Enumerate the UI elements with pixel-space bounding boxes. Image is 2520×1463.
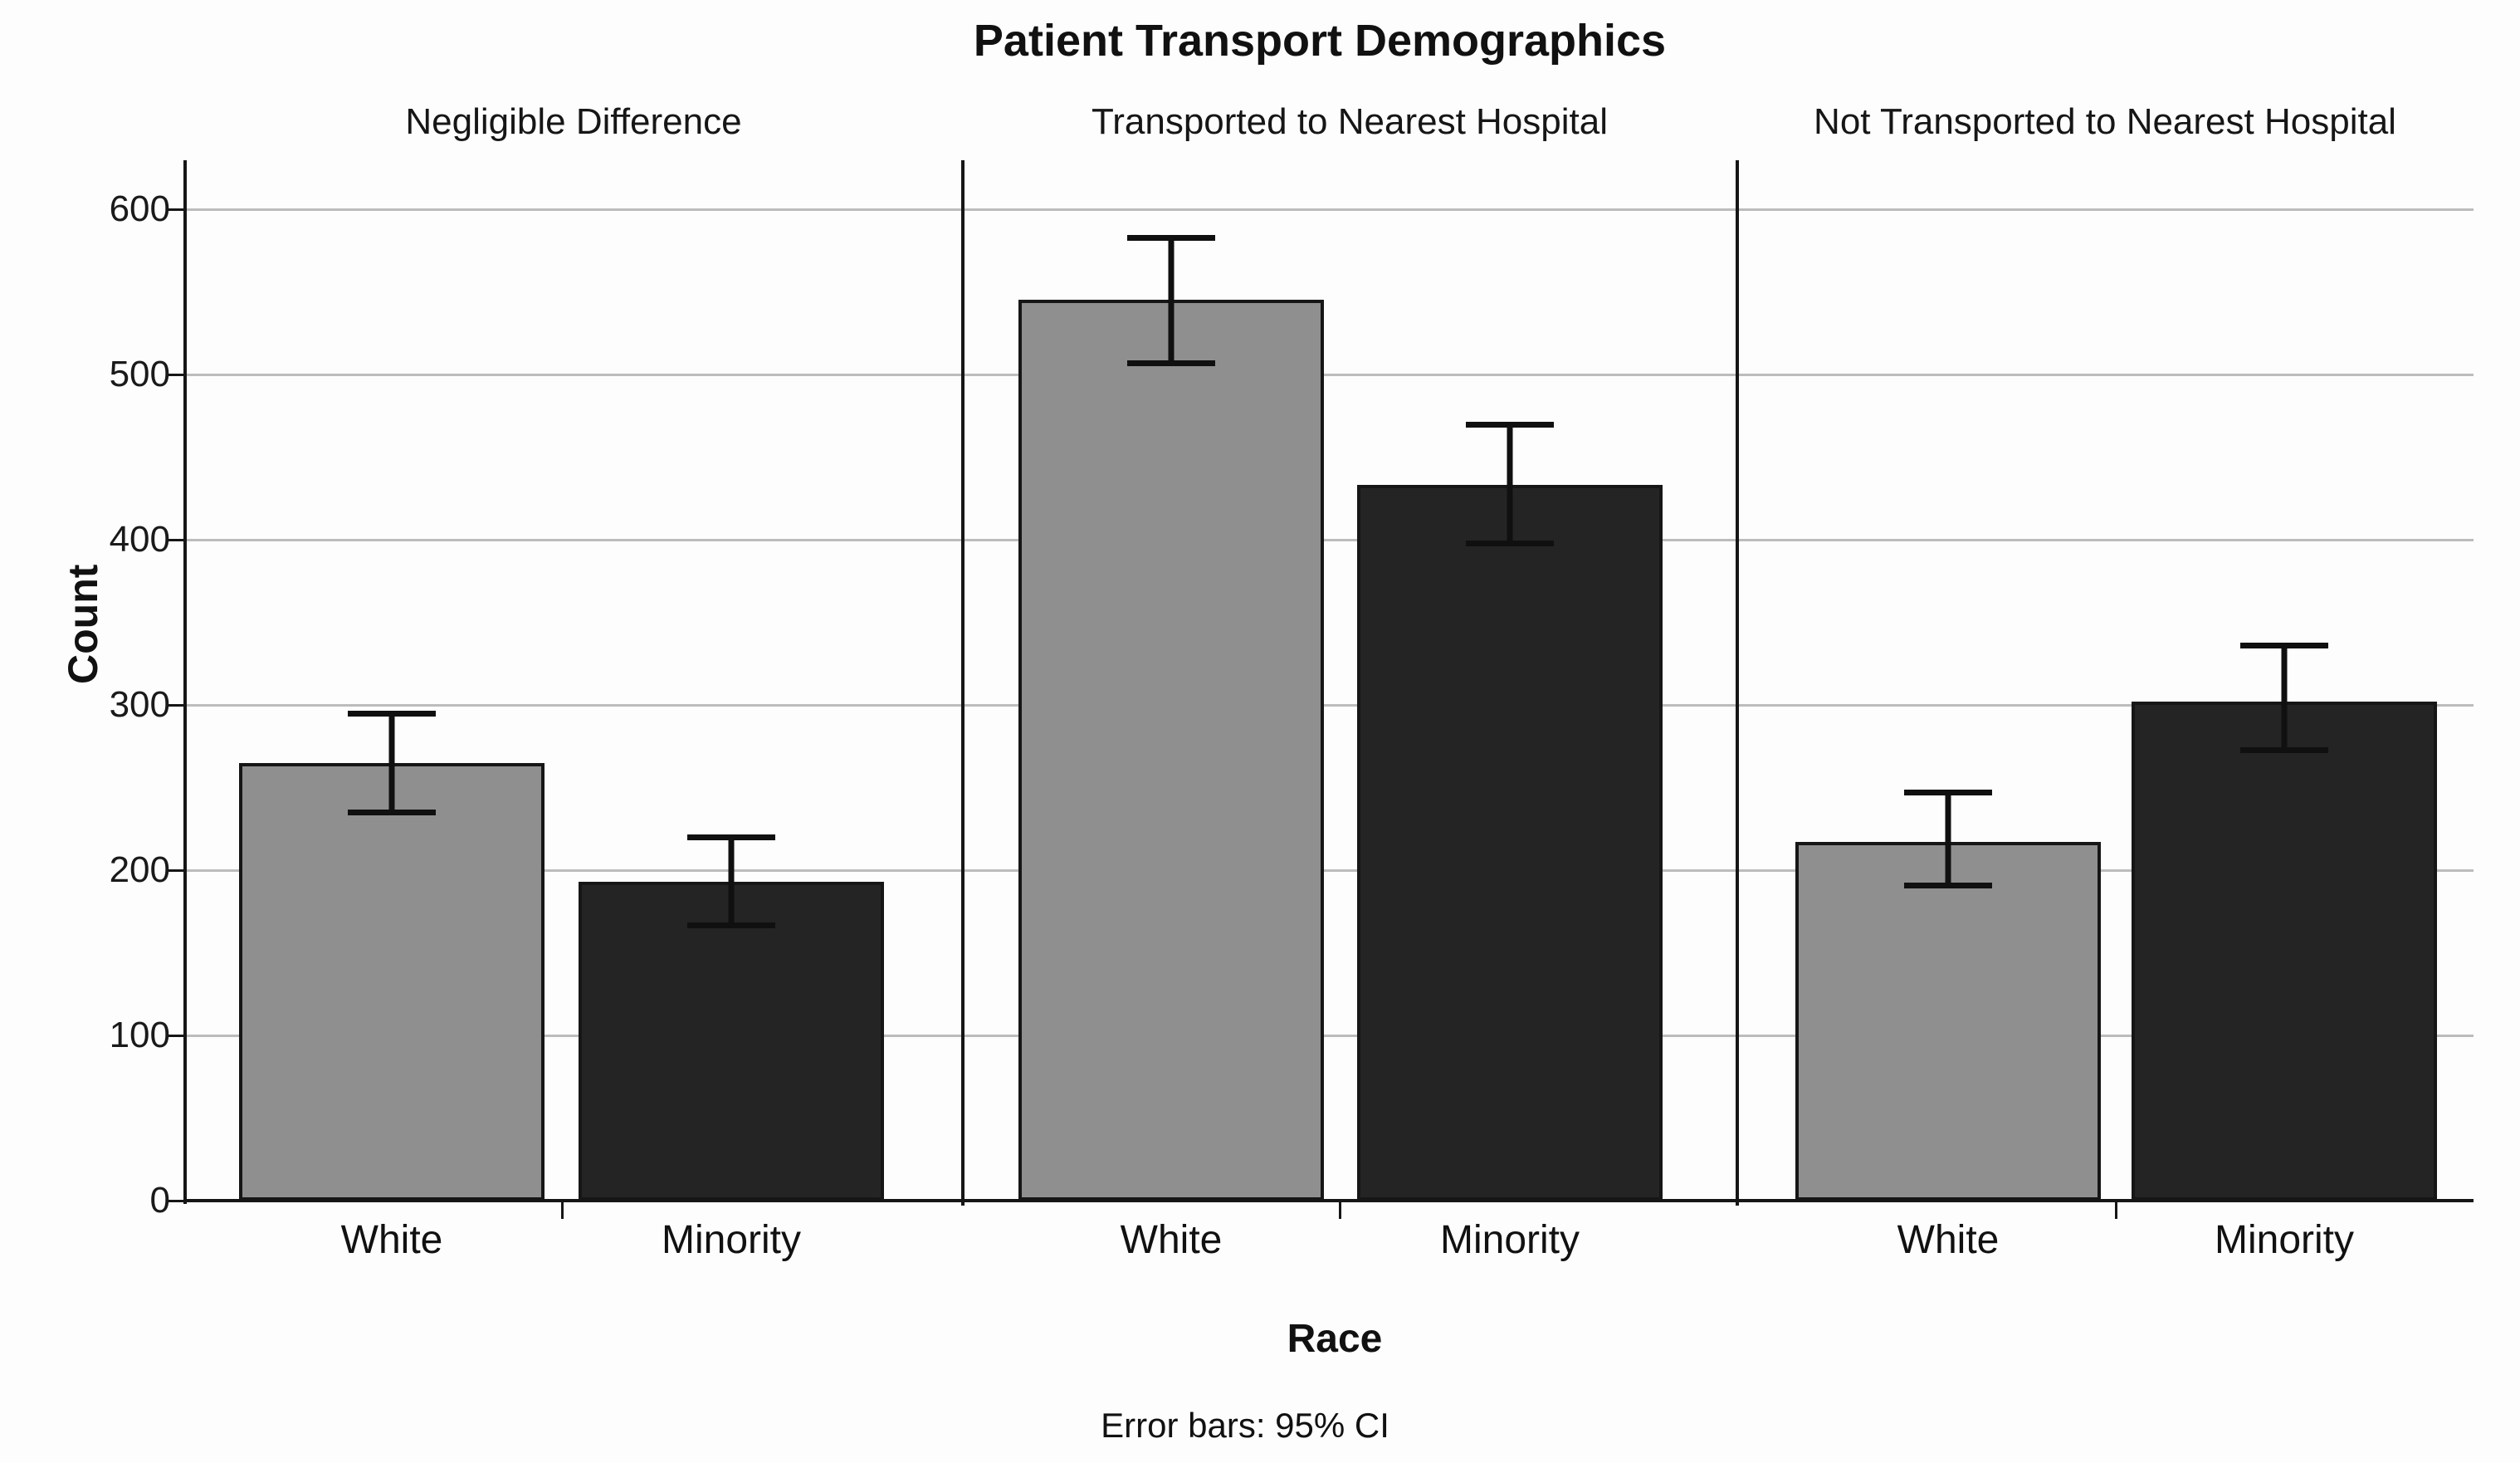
error-bar-cap-high-panel2-minority: [1466, 421, 1554, 428]
chart-title: Patient Transport Demographics: [973, 16, 1667, 66]
error-bar-cap-low-panel1-white: [348, 810, 436, 816]
panel-header-negligible-difference: Negligible Difference: [405, 101, 742, 142]
y-axis-line: [183, 160, 187, 1204]
error-bars-footnote: Error bars: 95% CI: [1101, 1406, 1389, 1445]
x-tick-label-panel1-white: White: [340, 1218, 443, 1262]
error-bar-cap-high-panel1-white: [348, 710, 436, 717]
y-tick-mark-200: [167, 869, 185, 872]
y-tick-label-600: 600: [109, 188, 170, 229]
error-bar-cap-low-panel3-white: [1904, 882, 1992, 888]
y-tick-label-0: 0: [149, 1180, 170, 1221]
gridline-600: [185, 208, 2474, 211]
y-tick-label-300: 300: [109, 684, 170, 725]
panel-separator-2: [1736, 160, 1739, 1206]
x-category-divider-tick-2: [1339, 1201, 1341, 1219]
y-tick-label-200: 200: [109, 849, 170, 890]
bar-panel3-minority: [2132, 702, 2437, 1201]
panel-header-not-transported-nearest: Not Transported to Nearest Hospital: [1814, 101, 2396, 142]
error-bar-cap-low-panel2-minority: [1466, 540, 1554, 546]
error-bar-cap-high-panel2-white: [1127, 234, 1215, 241]
x-category-divider-tick-1: [561, 1201, 564, 1219]
y-tick-mark-100: [167, 1035, 185, 1037]
x-tick-label-panel3-minority: Minority: [2214, 1218, 2355, 1262]
error-bar-stem-panel1-white: [388, 712, 395, 813]
x-axis-label: Race: [1287, 1317, 1383, 1361]
error-bar-cap-high-panel1-minority: [687, 834, 775, 841]
error-bar-cap-high-panel3-white: [1904, 790, 1992, 796]
y-tick-mark-600: [167, 208, 185, 211]
x-tick-label-panel2-white: White: [1120, 1218, 1223, 1262]
panel-separator-1: [961, 160, 965, 1206]
x-tick-label-panel2-minority: Minority: [1439, 1218, 1580, 1262]
error-bar-cap-high-panel3-minority: [2240, 643, 2328, 649]
error-bar-stem-panel3-minority: [2281, 645, 2288, 750]
gridline-500: [185, 374, 2474, 376]
gridline-200: [185, 869, 2474, 872]
error-bar-cap-low-panel1-minority: [687, 922, 775, 928]
bar-panel3-white: [1795, 842, 2101, 1201]
gridline-300: [185, 704, 2474, 707]
bar-panel1-white: [239, 762, 545, 1201]
x-tick-label-panel1-minority: Minority: [661, 1218, 802, 1262]
error-bar-stem-panel2-minority: [1507, 423, 1513, 543]
bar-panel1-minority: [579, 881, 884, 1201]
y-tick-mark-400: [167, 539, 185, 541]
error-bar-cap-low-panel2-white: [1127, 360, 1215, 367]
y-tick-mark-300: [167, 704, 185, 707]
x-category-divider-tick-3: [2115, 1201, 2117, 1219]
y-tick-label-400: 400: [109, 519, 170, 560]
y-tick-mark-500: [167, 374, 185, 376]
error-bar-stem-panel1-minority: [728, 837, 735, 925]
panel-header-transported-nearest: Transported to Nearest Hospital: [1092, 101, 1608, 142]
bar-panel2-white: [1018, 300, 1324, 1201]
error-bar-stem-panel2-white: [1168, 237, 1175, 364]
y-tick-label-500: 500: [109, 354, 170, 394]
error-bar-stem-panel3-white: [1945, 792, 1951, 885]
gridline-100: [185, 1035, 2474, 1037]
gridline-400: [185, 539, 2474, 541]
y-tick-label-100: 100: [109, 1015, 170, 1055]
x-axis-line: [185, 1199, 2474, 1202]
x-tick-label-panel3-white: White: [1897, 1218, 2000, 1262]
bar-panel2-minority: [1357, 485, 1663, 1201]
y-tick-mark-0: [167, 1200, 185, 1202]
error-bar-cap-low-panel3-minority: [2240, 746, 2328, 753]
